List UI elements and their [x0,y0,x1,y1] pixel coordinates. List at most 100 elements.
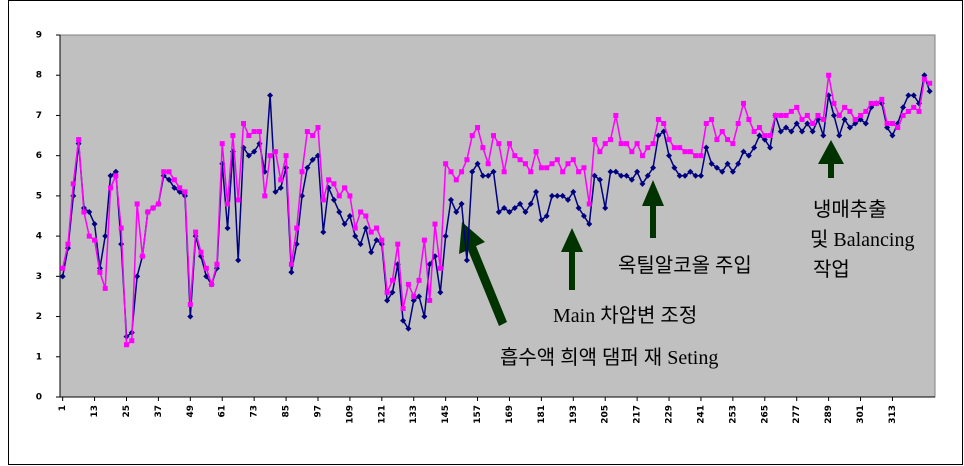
marker [777,128,784,135]
marker [639,153,645,159]
marker [767,144,774,151]
marker [745,152,752,159]
marker [358,209,364,215]
marker [427,297,433,303]
marker [709,116,715,122]
arrow [561,228,583,290]
marker [772,112,778,118]
marker [538,217,545,224]
marker [267,92,274,99]
marker [725,137,731,143]
marker [395,241,401,247]
marker [113,173,119,179]
marker [570,157,576,163]
marker [926,88,933,95]
marker [586,221,593,228]
plot-area [59,34,936,398]
marker [320,229,327,236]
marker [288,261,294,267]
marker [644,172,651,179]
marker [921,76,927,82]
marker [533,149,539,155]
marker [613,112,619,118]
marker [501,204,508,211]
marker [666,152,673,159]
marker [501,169,507,175]
marker [544,165,550,171]
marker [134,273,141,280]
marker [724,160,731,167]
marker [522,161,528,167]
marker [485,161,491,167]
annotation: 및 Balancing [810,228,914,251]
x-tick-label: 1 [58,405,68,411]
marker [432,221,438,227]
marker [602,141,608,147]
marker [251,129,257,135]
marker [661,120,667,126]
marker [342,185,348,191]
marker [410,297,417,304]
marker [836,112,842,118]
marker [209,281,215,287]
annotation: 냉매추출 [813,198,887,221]
marker [799,128,806,135]
marker [767,133,773,139]
marker [331,181,337,187]
annotation: 작업 [813,258,850,281]
marker [655,116,661,122]
x-tick-label: 277 [792,405,802,424]
marker [831,100,837,106]
marker [198,249,204,255]
marker [522,208,529,215]
marker [698,153,704,159]
marker [677,145,683,151]
marker [703,144,710,151]
marker [862,120,869,127]
marker [719,168,726,175]
marker [496,141,502,147]
y-tick-label: 9 [36,31,42,41]
x-tick-label: 97 [313,405,323,418]
marker [86,208,93,215]
marker [512,153,518,159]
marker [304,164,311,171]
x-tick-label: 193 [569,405,579,424]
marker [166,169,172,175]
marker [538,165,544,171]
marker [219,141,225,147]
marker [900,104,907,111]
marker [565,161,571,167]
marker [623,172,630,179]
marker [634,141,640,147]
marker [549,192,556,199]
marker [102,233,109,240]
marker [437,289,444,296]
marker [277,184,284,191]
annotation: 흡수액 희액 댐퍼 재 Seting [500,346,718,369]
marker [517,200,524,207]
marker [123,342,129,348]
marker [193,229,199,235]
marker [666,137,672,143]
marker [443,161,449,167]
marker [889,132,896,139]
x-tick-label: 205 [601,405,611,424]
arrow [642,180,664,238]
marker [576,169,582,175]
marker [634,168,641,175]
marker [783,124,790,131]
marker [299,169,305,175]
marker [362,225,369,232]
marker [868,100,874,106]
x-tick-label: 229 [665,405,675,424]
marker [453,177,459,183]
marker [597,149,603,155]
marker [735,160,742,167]
marker [671,164,678,171]
marker [70,181,76,187]
marker [560,169,566,175]
marker [852,120,859,127]
marker [746,116,752,122]
marker [713,164,720,171]
